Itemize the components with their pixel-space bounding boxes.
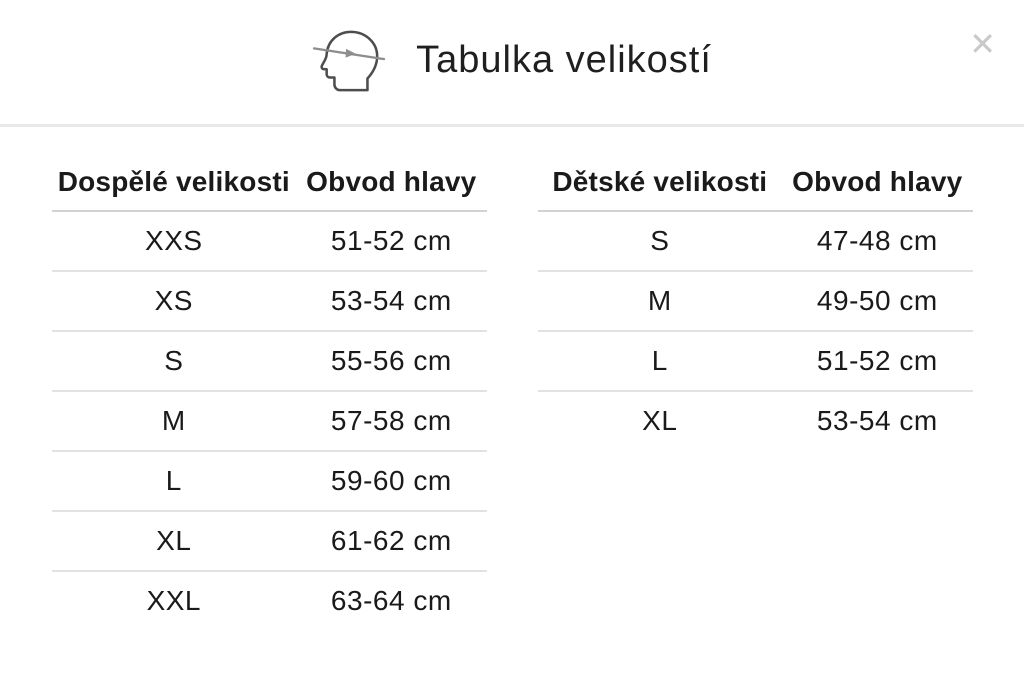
column-header-circumference: Obvod hlavy (792, 166, 963, 197)
table-header-row: Dospělé velikosti Obvod hlavy (52, 154, 487, 212)
value-cell: 47-48 cm (816, 225, 938, 256)
size-cell: XXS (145, 225, 203, 256)
size-table-children: Dětské velikosti Obvod hlavy S 47-48 cm … (538, 154, 973, 630)
size-cell: XS (154, 285, 193, 316)
table-row: M 49-50 cm (538, 272, 973, 332)
table-row: XL 61-62 cm (52, 512, 487, 572)
size-cell: XXL (146, 585, 202, 616)
table-row: XXL 63-64 cm (52, 572, 487, 630)
value-cell: 49-50 cm (816, 285, 938, 316)
value-cell: 53-54 cm (330, 285, 452, 316)
value-cell: 61-62 cm (330, 525, 452, 556)
modal-header: Tabulka velikostí ✕ (0, 0, 1024, 127)
value-cell: 55-56 cm (330, 345, 452, 376)
size-tables-container: Dospělé velikosti Obvod hlavy XXS 51-52 … (0, 127, 1024, 630)
column-header-circumference: Obvod hlavy (306, 166, 477, 197)
size-cell: L (651, 345, 668, 376)
size-cell: M (161, 405, 186, 436)
value-cell: 51-52 cm (816, 345, 938, 376)
table-row: L 59-60 cm (52, 452, 487, 512)
table-row: XL 53-54 cm (538, 392, 973, 450)
table-row: L 51-52 cm (538, 332, 973, 392)
table-row: S 47-48 cm (538, 212, 973, 272)
value-cell: 53-54 cm (816, 405, 938, 436)
size-cell: S (650, 225, 670, 256)
size-table-adult: Dospělé velikosti Obvod hlavy XXS 51-52 … (52, 154, 487, 630)
table-row: M 57-58 cm (52, 392, 487, 452)
size-cell: S (164, 345, 184, 376)
size-cell: XL (642, 405, 678, 436)
value-cell: 57-58 cm (330, 405, 452, 436)
value-cell: 51-52 cm (330, 225, 452, 256)
size-cell: M (647, 285, 672, 316)
table-row: XS 53-54 cm (52, 272, 487, 332)
head-circumference-icon (312, 28, 386, 96)
column-header-size: Dětské velikosti (552, 166, 768, 197)
table-row: XXS 51-52 cm (52, 212, 487, 272)
value-cell: 63-64 cm (330, 585, 452, 616)
table-header-row: Dětské velikosti Obvod hlavy (538, 154, 973, 212)
size-cell: XL (156, 525, 192, 556)
value-cell: 59-60 cm (330, 465, 452, 496)
table-row: S 55-56 cm (52, 332, 487, 392)
column-header-size: Dospělé velikosti (57, 166, 290, 197)
size-cell: L (165, 465, 182, 496)
close-icon[interactable]: ✕ (959, 22, 1006, 66)
page-title: Tabulka velikostí (416, 39, 712, 81)
